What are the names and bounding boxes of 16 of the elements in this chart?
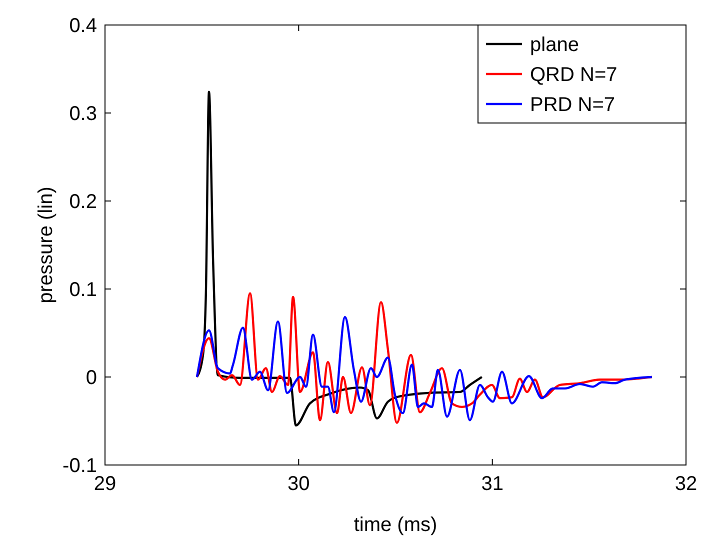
legend-label: QRD N=7	[530, 64, 618, 86]
x-tick-label: 32	[674, 473, 698, 495]
legend-label: plane	[530, 34, 579, 56]
y-tick-label: 0.1	[69, 279, 97, 301]
y-tick-label: 0.2	[69, 191, 97, 213]
y-tick-label: 0.4	[69, 15, 97, 37]
line-series	[196, 90, 483, 426]
legend-label: PRD N=7	[530, 94, 616, 116]
x-axis-title: time (ms)	[354, 514, 438, 536]
y-tick-label: 0	[86, 367, 97, 389]
line-series	[196, 316, 654, 422]
line-series	[196, 292, 654, 424]
y-axis-title: pressure (lin)	[35, 186, 57, 304]
y-tick-label: 0.3	[69, 103, 97, 125]
x-tick-label: 31	[481, 473, 504, 495]
x-tick-label: 30	[288, 473, 310, 495]
